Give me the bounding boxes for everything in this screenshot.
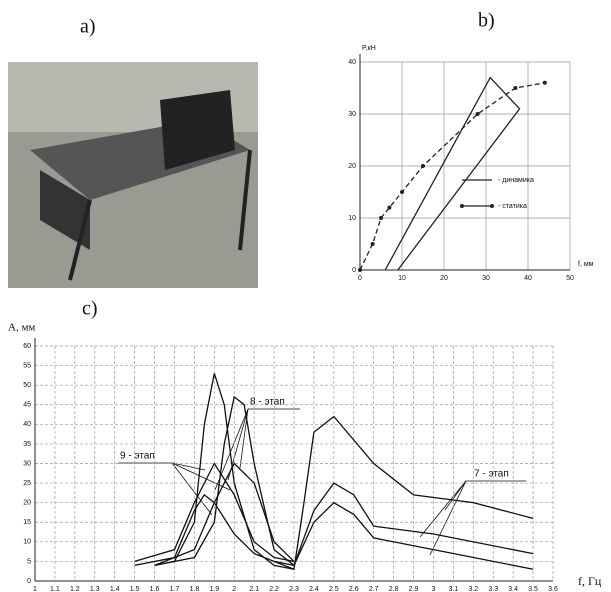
panel-label: b): [478, 10, 495, 32]
x-tick-label: 1.9: [209, 586, 219, 592]
y-tick-label: 0: [27, 578, 31, 585]
data-point: [542, 80, 547, 85]
x-tick-label: 3.1: [449, 586, 459, 592]
annotation: 7 - этап: [474, 469, 509, 480]
y-tick-label: 30: [23, 460, 31, 467]
annotation: 9 - этап: [120, 451, 155, 462]
y-tick-label: 25: [23, 480, 31, 487]
x-tick-label: 2.3: [289, 586, 299, 592]
data-point: [358, 268, 362, 272]
x-tick-label: 1.7: [170, 586, 180, 592]
x-tick-label: 1: [33, 586, 37, 592]
x-tick-label: 2: [232, 586, 236, 592]
y-tick-label: 20: [348, 163, 356, 170]
data-line: [273, 415, 534, 571]
x-tick-label: 1.6: [150, 586, 160, 592]
photo-machine: [160, 90, 235, 170]
x-tick-label: 3.5: [528, 586, 538, 592]
y-tick-label: 40: [348, 59, 356, 66]
y-tick-label: 55: [23, 362, 31, 369]
x-tick-label: 30: [482, 275, 490, 282]
photo-leg: [238, 149, 252, 251]
y-tick-label: 5: [27, 558, 31, 565]
x-tick-label: 2.2: [269, 586, 279, 592]
x-tick-label: 1.5: [130, 586, 140, 592]
data-point: [513, 86, 518, 90]
y-tick-label: 35: [23, 441, 31, 448]
x-axis-label: f, мм: [578, 261, 594, 268]
x-tick-label: 3.3: [488, 586, 498, 592]
legend-marker: [490, 204, 494, 208]
x-tick-label: 1.2: [70, 586, 80, 592]
legend-label: - динамика: [498, 177, 534, 184]
x-tick-label: 3.4: [508, 586, 518, 592]
x-tick-label: 2.6: [349, 586, 359, 592]
y-axis-label: A, мм: [8, 322, 35, 334]
x-tick-label: 40: [524, 275, 532, 282]
x-tick-label: 50: [566, 275, 574, 282]
data-line: [154, 462, 295, 566]
data-line: [134, 493, 295, 566]
y-tick-label: 60: [23, 343, 31, 350]
panel-label: a): [80, 16, 96, 38]
legend-label: - статика: [498, 203, 527, 210]
x-tick-label: 1.8: [190, 586, 200, 592]
x-tick-label: 1.3: [90, 586, 100, 592]
data-point: [370, 242, 375, 246]
x-tick-label: 2.9: [409, 586, 419, 592]
photo-leg: [68, 199, 92, 281]
x-tick-label: 3.2: [468, 586, 478, 592]
x-tick-label: 0: [358, 275, 362, 282]
x-tick-label: 2.4: [309, 586, 319, 592]
y-tick-label: 45: [23, 402, 31, 409]
data-point: [421, 164, 425, 168]
y-tick-label: 15: [23, 519, 31, 526]
data-line: [384, 76, 521, 271]
y-tick-label: 10: [23, 539, 31, 546]
x-tick-label: 2.1: [249, 586, 259, 592]
y-tick-label: 10: [348, 215, 356, 222]
data-point: [379, 216, 383, 220]
y-tick-label: 50: [23, 382, 31, 389]
x-tick-label: 1.1: [50, 586, 60, 592]
y-tick-label: 30: [348, 111, 356, 118]
x-tick-label: 2.7: [369, 586, 379, 592]
annotation-leaders: [118, 408, 526, 556]
x-tick-label: 20: [440, 275, 448, 282]
y-tick-label: 20: [23, 500, 31, 507]
y-tick-label: 0: [352, 267, 356, 274]
x-axis-label: f, Гц: [578, 574, 602, 588]
photo: [8, 62, 258, 288]
y-axis-label: P,кН: [362, 45, 376, 52]
x-tick-label: 3: [432, 586, 436, 592]
data-point: [387, 205, 392, 210]
annotation: 8 - этап: [250, 397, 285, 408]
panel-label: c): [82, 298, 98, 320]
x-tick-label: 2.5: [329, 586, 339, 592]
x-tick-label: 3.6: [548, 586, 558, 592]
y-tick-label: 40: [23, 421, 31, 428]
x-tick-label: 2.8: [389, 586, 399, 592]
legend-marker: [460, 204, 464, 208]
data-point: [475, 112, 480, 116]
photo-frame: [40, 170, 90, 250]
data-line: [134, 462, 295, 563]
data-point: [400, 190, 404, 194]
data-line: [293, 501, 534, 570]
data-line: [293, 482, 534, 566]
x-tick-label: 1.4: [110, 586, 120, 592]
x-tick-label: 10: [398, 275, 406, 282]
